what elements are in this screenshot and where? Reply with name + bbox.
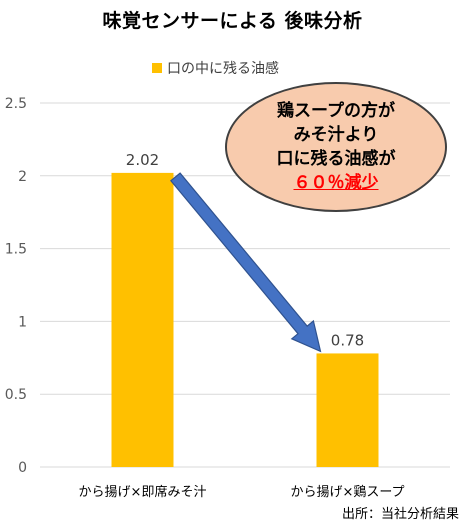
legend-label: 口の中に残る油感 (167, 60, 279, 77)
x-tick-label: から揚げ×鶏スープ (290, 484, 404, 500)
chart-title: 味覚センサーによる 後味分析 (102, 10, 363, 32)
source-note: 出所：当社分析結果 (341, 507, 459, 522)
arrow-shape (170, 172, 322, 353)
callout-line-3: 口に残る油感が (276, 149, 396, 169)
callout-highlight: ６０％減少 (293, 173, 379, 193)
y-tick-label: 1 (18, 314, 27, 330)
callout-line-1: 鶏スープの方が (277, 101, 395, 121)
legend-swatch (152, 63, 162, 73)
bars (111, 172, 379, 467)
annotation-arrow (170, 172, 322, 353)
y-axis-ticks: 0 0.5 1 1.5 2 2.5 (5, 96, 27, 476)
y-tick-label: 0 (18, 460, 27, 476)
callout-bubble: 鶏スープの方が みそ汁より 口に残る油感が ６０％減少 (225, 82, 447, 212)
bar (316, 353, 379, 467)
data-label: 2.02 (126, 151, 159, 169)
data-labels: 2.02 0.78 (126, 151, 364, 350)
y-tick-label: 2.5 (5, 96, 27, 112)
data-label: 0.78 (331, 331, 364, 349)
bar (111, 172, 174, 467)
y-tick-label: 1.5 (5, 242, 27, 258)
x-axis-ticks: から揚げ×即席みそ汁 から揚げ×鶏スープ (79, 484, 405, 500)
legend: 口の中に残る油感 (152, 60, 279, 77)
y-tick-label: 0.5 (5, 387, 27, 403)
y-tick-label: 2 (18, 169, 27, 185)
callout-line-2: みそ汁より (293, 125, 379, 145)
x-tick-label: から揚げ×即席みそ汁 (79, 484, 207, 500)
